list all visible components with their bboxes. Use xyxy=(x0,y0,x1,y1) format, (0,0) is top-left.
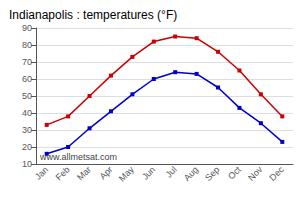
svg-text:Feb: Feb xyxy=(54,164,72,182)
svg-text:40: 40 xyxy=(22,108,32,118)
svg-text:Jan: Jan xyxy=(33,164,50,181)
svg-text:Jun: Jun xyxy=(140,164,157,181)
svg-text:Oct: Oct xyxy=(226,164,243,181)
svg-text:Apr: Apr xyxy=(98,164,115,181)
svg-text:www.allmetsat.com: www.allmetsat.com xyxy=(39,152,117,162)
svg-text:Jul: Jul xyxy=(164,164,179,179)
svg-text:Aug: Aug xyxy=(182,164,200,182)
svg-text:Dec: Dec xyxy=(267,164,286,183)
svg-text:20: 20 xyxy=(22,142,32,152)
svg-text:80: 80 xyxy=(22,40,32,50)
svg-text:10: 10 xyxy=(22,159,32,169)
svg-text:60: 60 xyxy=(22,74,32,84)
svg-text:90: 90 xyxy=(22,23,32,33)
svg-text:70: 70 xyxy=(22,57,32,67)
svg-text:Mar: Mar xyxy=(75,164,93,182)
svg-text:May: May xyxy=(117,164,136,183)
svg-text:50: 50 xyxy=(22,91,32,101)
svg-text:Indianapolis : temperatures (°: Indianapolis : temperatures (°F) xyxy=(9,8,177,22)
svg-text:Sep: Sep xyxy=(203,164,221,182)
svg-text:30: 30 xyxy=(22,125,32,135)
svg-text:Nov: Nov xyxy=(246,164,265,183)
